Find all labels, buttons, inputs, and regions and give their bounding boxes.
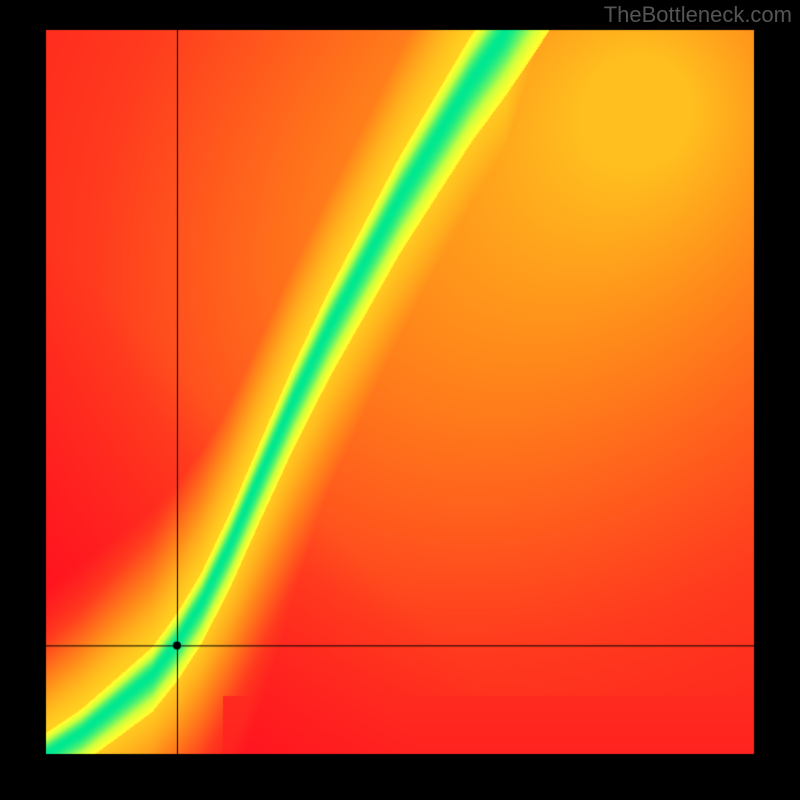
heatmap-canvas <box>0 0 800 800</box>
watermark-text: TheBottleneck.com <box>604 2 792 28</box>
bottleneck-heatmap: TheBottleneck.com <box>0 0 800 800</box>
